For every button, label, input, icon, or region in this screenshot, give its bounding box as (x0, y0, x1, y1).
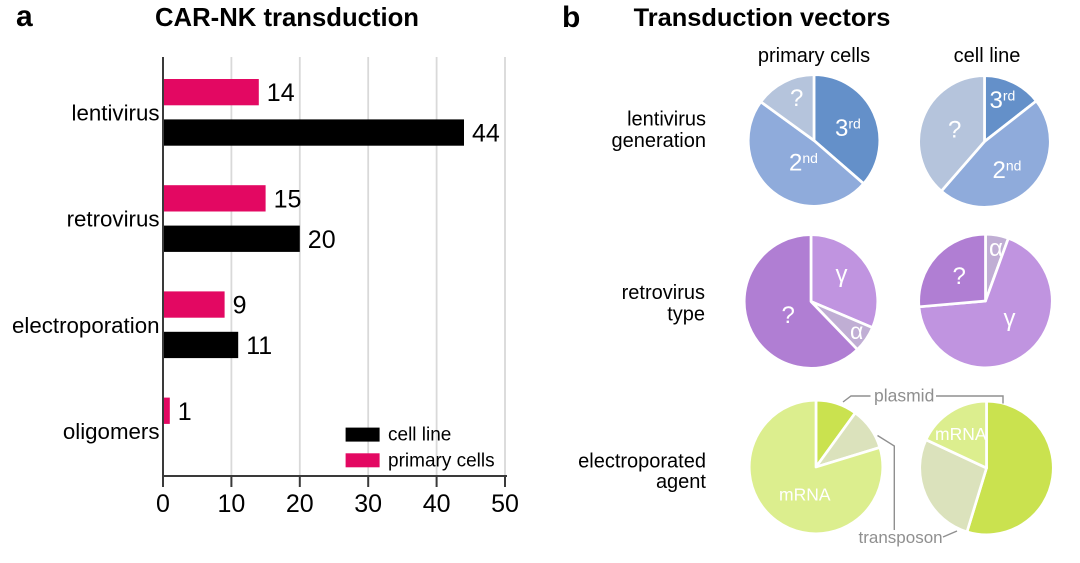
svg-text:lentivirus: lentivirus (72, 101, 160, 126)
svg-text:?: ? (790, 85, 803, 112)
svg-text:oligomers: oligomers (63, 419, 160, 444)
svg-text:transposon: transposon (859, 528, 943, 547)
svg-text:50: 50 (491, 490, 519, 518)
svg-text:agent: agent (656, 471, 706, 493)
svg-text:retrovirus: retrovirus (67, 207, 160, 232)
svg-text:?: ? (782, 302, 795, 329)
svg-text:α: α (989, 235, 1003, 262)
svg-text:primary cells: primary cells (388, 451, 495, 472)
svg-text:44: 44 (472, 120, 500, 148)
svg-text:Transduction vectors: Transduction vectors (634, 4, 891, 32)
svg-text:15: 15 (274, 185, 302, 213)
svg-text:14: 14 (267, 79, 295, 107)
svg-text:electroporated: electroporated (578, 451, 706, 473)
svg-text:cell line: cell line (388, 425, 451, 446)
svg-text:9: 9 (233, 292, 247, 320)
svg-text:γ: γ (836, 261, 848, 288)
svg-text:40: 40 (423, 490, 451, 518)
svg-text:γ: γ (1004, 305, 1016, 332)
svg-text:30: 30 (354, 490, 382, 518)
svg-text:electroporation: electroporation (12, 313, 160, 338)
svg-text:mRNA: mRNA (779, 485, 831, 505)
svg-text:11: 11 (246, 332, 272, 360)
svg-text:?: ? (953, 263, 966, 290)
svg-text:lentivirus: lentivirus (627, 109, 706, 131)
svg-text:α: α (850, 318, 863, 344)
svg-text:?: ? (948, 117, 961, 144)
svg-text:20: 20 (308, 226, 336, 254)
svg-text:cell line: cell line (954, 45, 1021, 67)
svg-text:a: a (16, 0, 33, 33)
svg-text:mRNA: mRNA (935, 424, 987, 444)
svg-text:plasmid: plasmid (874, 386, 934, 406)
svg-text:retrovirus: retrovirus (622, 282, 705, 304)
svg-text:b: b (562, 1, 580, 34)
svg-text:primary cells: primary cells (758, 45, 870, 67)
svg-text:0: 0 (156, 490, 170, 518)
svg-text:10: 10 (217, 490, 245, 518)
svg-text:type: type (667, 304, 705, 326)
svg-text:1: 1 (178, 398, 192, 426)
svg-text:generation: generation (611, 130, 706, 152)
svg-text:20: 20 (286, 490, 314, 518)
svg-text:CAR-NK transduction: CAR-NK transduction (155, 4, 419, 32)
